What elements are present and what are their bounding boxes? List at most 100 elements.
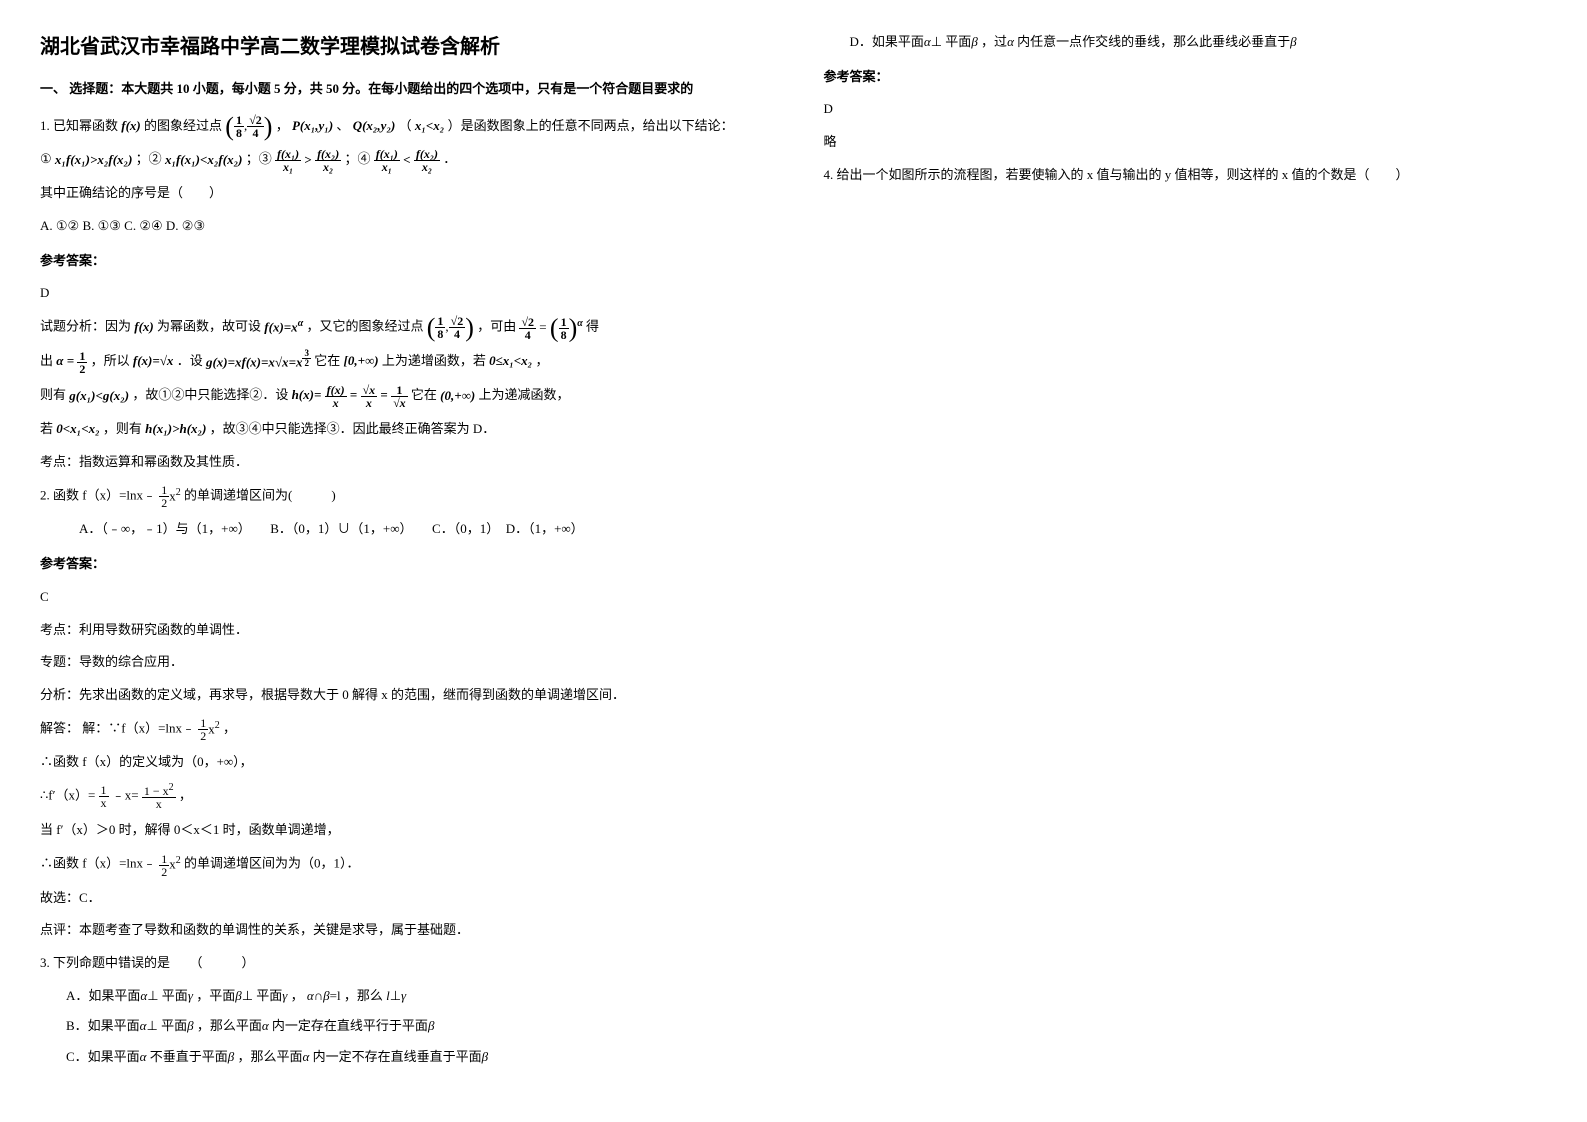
text: 它在	[411, 387, 437, 402]
q1-conditions: ① x₁f(x₁)>x₂f(x₂) ；② x₁f(x₁)<x₂f(x₂) ；③ …	[40, 147, 764, 173]
text: ，	[276, 118, 289, 133]
q2-line10: 点评：本题考查了导数和函数的单调性的关系，关键是求导，属于基础题．	[40, 918, 764, 943]
text: 内任意一点作交线的垂线，那么此垂线必垂直于	[1017, 34, 1290, 49]
q1-options: A. ①② B. ①③ C. ②④ D. ②③	[40, 214, 764, 239]
text: B．如果平面	[66, 1018, 140, 1033]
answer-label: 参考答案：	[40, 552, 764, 577]
text: ，那么平面	[197, 1018, 262, 1033]
sym: ⊥	[242, 988, 253, 1003]
text: 1. 已知幂函数	[40, 118, 118, 133]
text: 出	[40, 353, 53, 368]
sym: γ	[282, 988, 287, 1003]
text: 得	[586, 318, 599, 333]
sym: γ	[188, 988, 193, 1003]
sym: β	[428, 1018, 434, 1033]
formula: [0,+∞)	[344, 349, 379, 374]
formula: 12x2	[198, 716, 220, 743]
q1-prompt: 其中正确结论的序号是（ ）	[40, 181, 764, 206]
text: ，那么	[344, 988, 383, 1003]
text: ，	[223, 720, 236, 735]
text: ，那么平面	[238, 1049, 303, 1064]
text: ，故③④中只能选择③．因此最终正确答案为 D．	[210, 421, 496, 436]
text: ，又它的图象经过点	[306, 318, 423, 333]
text: 平面	[162, 988, 188, 1003]
sym: α	[924, 34, 931, 49]
q1-analysis-1: 试题分析：因为 f(x) 为幂函数，故可设 f(x)=xα ，又它的图象经过点 …	[40, 314, 764, 341]
answer-label: 参考答案：	[824, 65, 1548, 90]
q2-line2: 专题：导数的综合应用．	[40, 650, 764, 675]
text: 若	[40, 421, 53, 436]
formula: h(x₁)>h(x₂)	[145, 417, 206, 442]
q2-stem: 2. 函数 f（x）=lnx﹣ 12x2 的单调递增区间为( )	[40, 483, 764, 510]
formula: g(x₁)<g(x₂)	[69, 384, 129, 409]
text: （	[399, 118, 412, 133]
formula-Q: Q(x₂,y₂)	[353, 114, 396, 139]
text: 上为递减函数，	[479, 387, 570, 402]
q1-answer: D	[40, 281, 764, 306]
q2-line3: 分析：先求出函数的定义域，再求导，根据导数大于 0 解得 x 的范围，继而得到函…	[40, 683, 764, 708]
q1-analysis-3: 则有 g(x₁)<g(x₂) ，故①②中只能选择②．设 h(x)= f(x)x …	[40, 383, 764, 409]
text: 2. 函数 f（x）=lnx﹣	[40, 487, 156, 502]
q2-line9: 故选：C．	[40, 886, 764, 911]
q2-line6: ∴f′（x）= 1x ﹣x= 1 − x2x ，	[40, 783, 764, 810]
section-heading: 一、 选择题：本大题共 10 小题，每小题 5 分，共 50 分。在每小题给出的…	[40, 77, 764, 102]
text: C．如果平面	[66, 1049, 140, 1064]
text: 内一定不存在直线垂直于平面	[313, 1049, 482, 1064]
q3-answer: D	[824, 97, 1548, 122]
text: ．	[443, 151, 456, 166]
text: ，所以	[91, 353, 130, 368]
answer-label: 参考答案：	[40, 249, 764, 274]
formula: h(x)= f(x)x = √xx = 1√x	[292, 383, 408, 409]
formula: x₁f(x₁)>x₂f(x₂)	[55, 148, 133, 173]
formula: 0<x₁<x₂	[56, 417, 99, 442]
q2-line7: 当 f′（x）＞0 时，解得 0＜x＜1 时，函数单调递增，	[40, 818, 764, 843]
text: D．如果平面	[850, 34, 924, 49]
text: ，则有	[103, 421, 142, 436]
q3-optC: C．如果平面α 不垂直于平面β ，那么平面α 内一定不存在直线垂直于平面β	[40, 1045, 764, 1070]
sym: β	[971, 34, 977, 49]
text: ，故①②中只能选择②．设	[132, 387, 288, 402]
q3-optA: A．如果平面α⊥ 平面γ ，平面β⊥ 平面γ ， α∩β=l ，那么 l⊥γ	[40, 984, 764, 1009]
formula-x1x2: x₁<x₂	[415, 114, 444, 139]
formula: √24 = (18)α	[519, 314, 582, 341]
text: 的图象经过点	[144, 118, 222, 133]
sym: α	[303, 1049, 310, 1064]
q2-line4: 解答： 解：∵f（x）=lnx﹣ 12x2 ，	[40, 716, 764, 743]
text: 则有	[40, 387, 66, 402]
text: 、	[336, 118, 349, 133]
sym: ⊥	[931, 34, 942, 49]
text: ，过	[981, 34, 1007, 49]
q3-optB: B．如果平面α⊥ 平面β ，那么平面α 内一定存在直线平行于平面β	[40, 1014, 764, 1039]
text: ；③	[246, 151, 272, 166]
formula: (0,+∞)	[440, 384, 475, 409]
formula: (18,√24)	[427, 315, 474, 341]
formula: f(x₁)x₁ > f(x₂)x₂	[275, 148, 341, 174]
sym: ⊥	[390, 988, 401, 1003]
q1-stem: 1. 已知幂函数 f(x) 的图象经过点 (18,√24) ， P(x₁,y₁)…	[40, 114, 764, 140]
sym: ⊥	[147, 988, 158, 1003]
text: 的单调递增区间为( )	[184, 487, 336, 502]
text: ﹣x=	[112, 788, 139, 803]
text: ∴函数 f（x）=lnx﹣	[40, 855, 156, 870]
text: 上为递增函数，若	[382, 353, 486, 368]
q4-stem: 4. 给出一个如图所示的流程图，若要使输入的 x 值与输出的 y 值相等，则这样…	[824, 163, 1548, 188]
sym: α	[140, 1049, 147, 1064]
formula: f(x₁)x₁ < f(x₂)x₂	[374, 148, 440, 174]
sym: γ	[401, 988, 406, 1003]
text: ，	[179, 788, 192, 803]
page-title: 湖北省武汉市幸福路中学高二数学理模拟试卷含解析	[40, 30, 764, 59]
formula: f(x)=xα	[264, 314, 303, 340]
text: ．设	[177, 353, 203, 368]
sym: α	[307, 988, 314, 1003]
formula: 1 − x2x	[142, 783, 176, 810]
formula: x₁f(x₁)<x₂f(x₂)	[165, 148, 243, 173]
q3-stem: 3. 下列命题中错误的是 （ ）	[40, 951, 764, 976]
sym: β	[482, 1049, 488, 1064]
sym: β	[187, 1018, 193, 1033]
q1-analysis-4: 若 0<x₁<x₂ ，则有 h(x₁)>h(x₂) ，故③④中只能选择③．因此最…	[40, 417, 764, 442]
formula: 1x	[99, 784, 109, 810]
text: ①	[40, 151, 52, 166]
q2-answer: C	[40, 585, 764, 610]
q3-optD: D．如果平面α⊥ 平面β ，过α 内任意一点作交线的垂线，那么此垂线必垂直于β	[824, 30, 1548, 55]
sym: ⊥	[147, 1018, 158, 1033]
